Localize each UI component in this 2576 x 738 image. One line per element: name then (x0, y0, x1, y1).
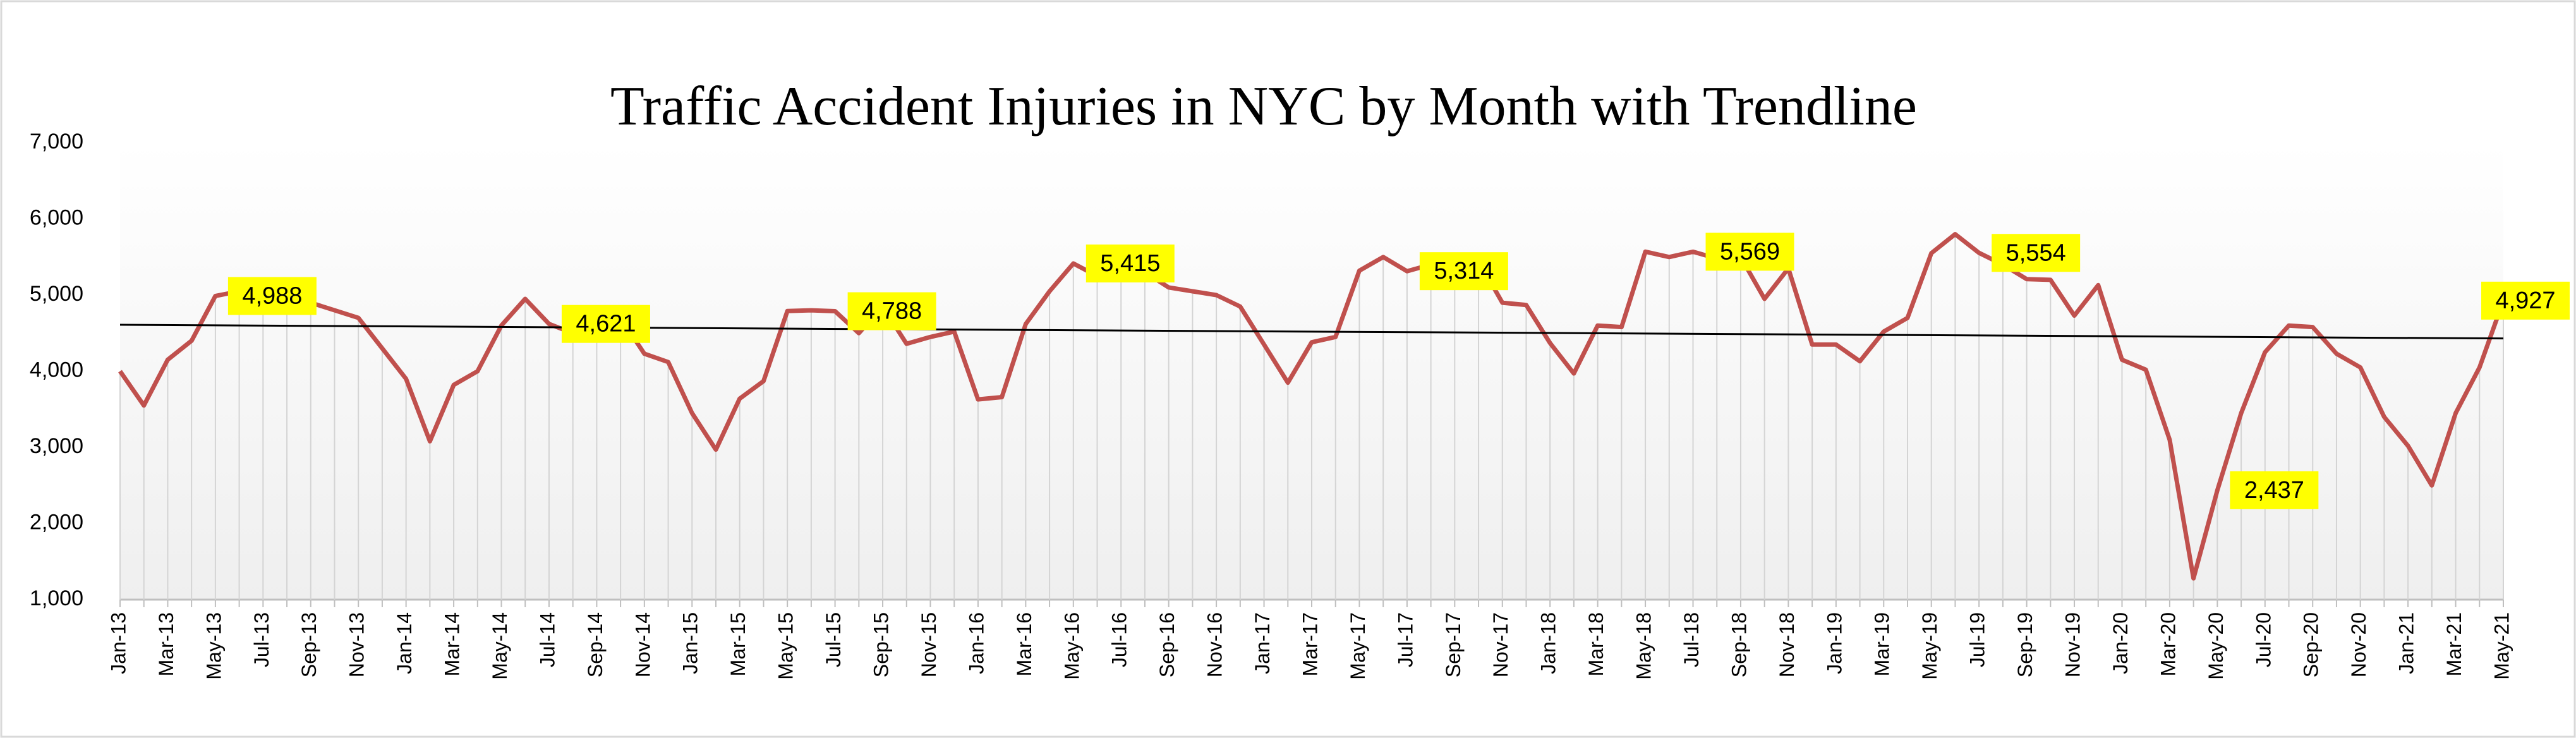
data-label: 4,927 (2495, 287, 2555, 314)
x-tick-label: Jul-18 (1680, 612, 1703, 667)
x-tick-label: May-14 (488, 612, 511, 680)
x-tick-label: Nov-14 (631, 612, 654, 677)
trendline (119, 324, 2504, 340)
x-tick-label: Nov-13 (346, 612, 368, 677)
x-tick-label: Sep-20 (2300, 612, 2323, 677)
x-tick-label: Jan-13 (107, 612, 130, 674)
x-tick-label: Nov-15 (917, 612, 940, 677)
x-tick-label: Jan-15 (679, 612, 702, 674)
x-tick-label: Jan-20 (2109, 612, 2132, 674)
data-label: 5,554 (2006, 239, 2066, 266)
x-tick-label: Mar-20 (2156, 612, 2179, 676)
x-tick-label: Mar-21 (2443, 612, 2465, 676)
y-tick-label: 3,000 (30, 434, 83, 458)
data-label: 5,314 (1434, 258, 1494, 284)
x-tick-label: Nov-17 (1489, 612, 1512, 677)
x-tick-label: Sep-14 (584, 612, 607, 677)
data-label-box (2481, 281, 2570, 320)
x-tick-label: Jan-14 (393, 612, 416, 674)
y-tick-label: 7,000 (30, 130, 83, 154)
x-tick-label: Nov-20 (2347, 612, 2370, 677)
x-tick-label: May-20 (2204, 612, 2227, 680)
x-tick-label: Jul-17 (1394, 612, 1417, 667)
data-label-box (2230, 471, 2319, 509)
x-tick-label: Nov-19 (2061, 612, 2084, 677)
data-label-box (1992, 234, 2081, 272)
x-tick-label: Jan-17 (1251, 612, 1274, 674)
x-tick-label: Mar-17 (1298, 612, 1321, 676)
x-tick-label: Sep-15 (869, 612, 892, 677)
x-tick-label: Jul-13 (250, 612, 273, 667)
y-tick-label: 5,000 (30, 282, 83, 306)
data-label: 2,437 (2244, 477, 2304, 504)
data-label-box (227, 277, 317, 315)
data-line (118, 232, 2506, 581)
x-tick-label: Jul-20 (2252, 612, 2275, 667)
x-tick-label: Sep-17 (1442, 612, 1465, 677)
x-tick-label: Jul-19 (1966, 612, 1989, 667)
x-tick-label: Mar-19 (1871, 612, 1894, 676)
data-label: 4,988 (242, 282, 302, 309)
data-label-box (1705, 233, 1794, 271)
x-tick-label: Nov-18 (1775, 612, 1798, 677)
data-label: 4,788 (862, 298, 922, 325)
x-tick-label: May-15 (775, 612, 797, 680)
x-tick-label: Mar-16 (1013, 612, 1036, 676)
x-tick-label: Sep-19 (2014, 612, 2036, 677)
chart-title: Traffic Accident Injuries in NYC by Mont… (610, 76, 1917, 137)
data-label-box (561, 305, 650, 343)
x-tick-label: Nov-16 (1204, 612, 1226, 677)
data-label-box (1085, 244, 1175, 282)
x-tick-label: May-17 (1346, 612, 1369, 680)
x-tick-label: Sep-16 (1156, 612, 1178, 677)
x-tick-label: Mar-14 (441, 612, 464, 676)
data-label: 5,415 (1100, 250, 1160, 277)
x-tick-label: May-21 (2490, 612, 2513, 680)
x-tick-label: Jan-19 (1823, 612, 1846, 674)
y-tick-label: 1,000 (30, 586, 83, 610)
x-tick-label: Jan-16 (965, 612, 988, 674)
y-tick-label: 6,000 (30, 205, 83, 229)
data-label-box (1419, 252, 1508, 291)
x-tick-label: Jul-16 (1108, 612, 1131, 667)
data-label: 5,569 (1720, 238, 1780, 265)
x-tick-label: Mar-13 (155, 612, 178, 676)
x-tick-label: Jan-18 (1537, 612, 1560, 674)
y-tick-label: 2,000 (30, 510, 83, 534)
x-tick-label: May-13 (202, 612, 225, 680)
x-tick-label: Jan-21 (2395, 612, 2418, 674)
x-tick-label: May-19 (1918, 612, 1941, 680)
data-label-box (847, 292, 936, 330)
x-tick-label: Jul-14 (536, 612, 559, 667)
data-label: 4,621 (576, 311, 636, 337)
x-tick-label: Sep-18 (1727, 612, 1750, 677)
y-tick-label: 4,000 (30, 358, 83, 382)
x-tick-label: Sep-13 (298, 612, 320, 677)
x-tick-label: Jul-15 (822, 612, 845, 667)
x-tick-label: May-18 (1633, 612, 1655, 680)
x-tick-label: May-16 (1060, 612, 1083, 680)
x-tick-label: Mar-15 (727, 612, 749, 676)
x-tick-label: Mar-18 (1585, 612, 1607, 676)
